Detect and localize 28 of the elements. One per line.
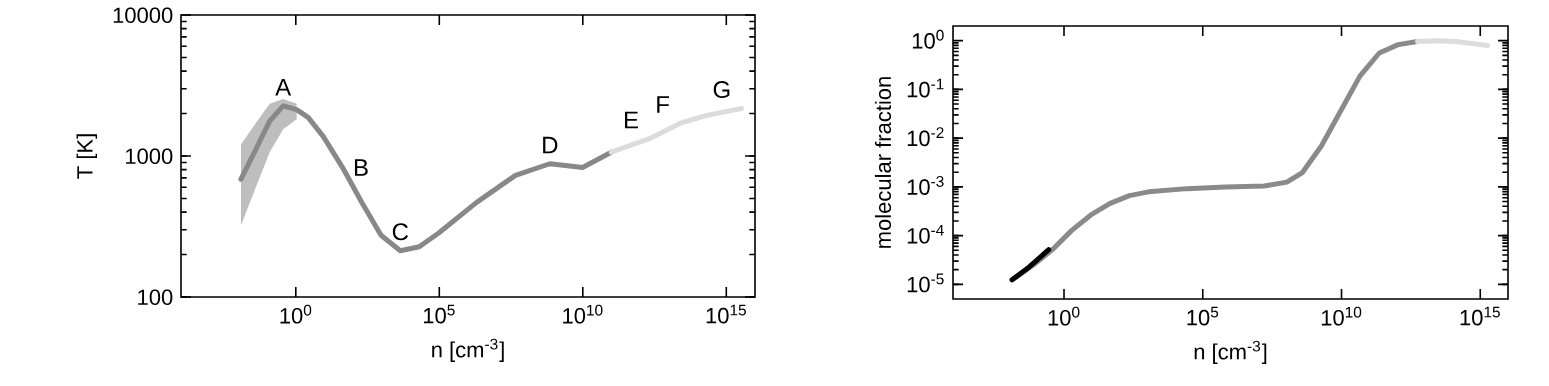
annotation: B [354, 159, 368, 176]
y-tick-label: 1000 [126, 148, 173, 165]
y-axis-title: T [K] [76, 134, 98, 179]
y-tick-label: 10$^{-1}$ [907, 78, 944, 98]
x-tick-label: 10$^{10}$ [563, 304, 603, 324]
annotation: G [713, 81, 730, 99]
annotation: D [543, 136, 558, 154]
x-tick-label: 10$^{0}$ [280, 304, 312, 324]
x-tick-label: 10$^{0}$ [1048, 306, 1080, 326]
y-tick-label: 10000 [113, 7, 173, 24]
y-tick-label: 100 [138, 289, 173, 306]
y-tick-label: 10$^{-4}$ [907, 224, 944, 244]
annotation: A [275, 78, 292, 96]
annotation: E [625, 111, 639, 129]
x-tick-label: 10$^{5}$ [1187, 306, 1219, 326]
y-tick-label: 10$^{-3}$ [907, 176, 944, 195]
x-tick-label: 10$^{15}$ [706, 304, 746, 324]
x-tick-label: 10$^{5}$ [423, 304, 455, 324]
x-axis-title: n [cm$^{-3}$] [432, 338, 504, 362]
x-tick-label: 10$^{15}$ [1460, 306, 1500, 326]
y-axis-title: molecular fraction [874, 77, 892, 248]
y-tick-label: 10$^{-5}$ [907, 273, 944, 293]
x-axis-title: n [cm$^{-3}$] [1194, 340, 1267, 364]
y-tick-label: 10$^{-2}$ [907, 127, 944, 147]
y-tick-label: 10$^{0}$ [912, 29, 944, 49]
x-tick-label: 10$^{10}$ [1321, 306, 1362, 326]
annotation: F [657, 96, 669, 113]
annotation: C [392, 223, 409, 241]
